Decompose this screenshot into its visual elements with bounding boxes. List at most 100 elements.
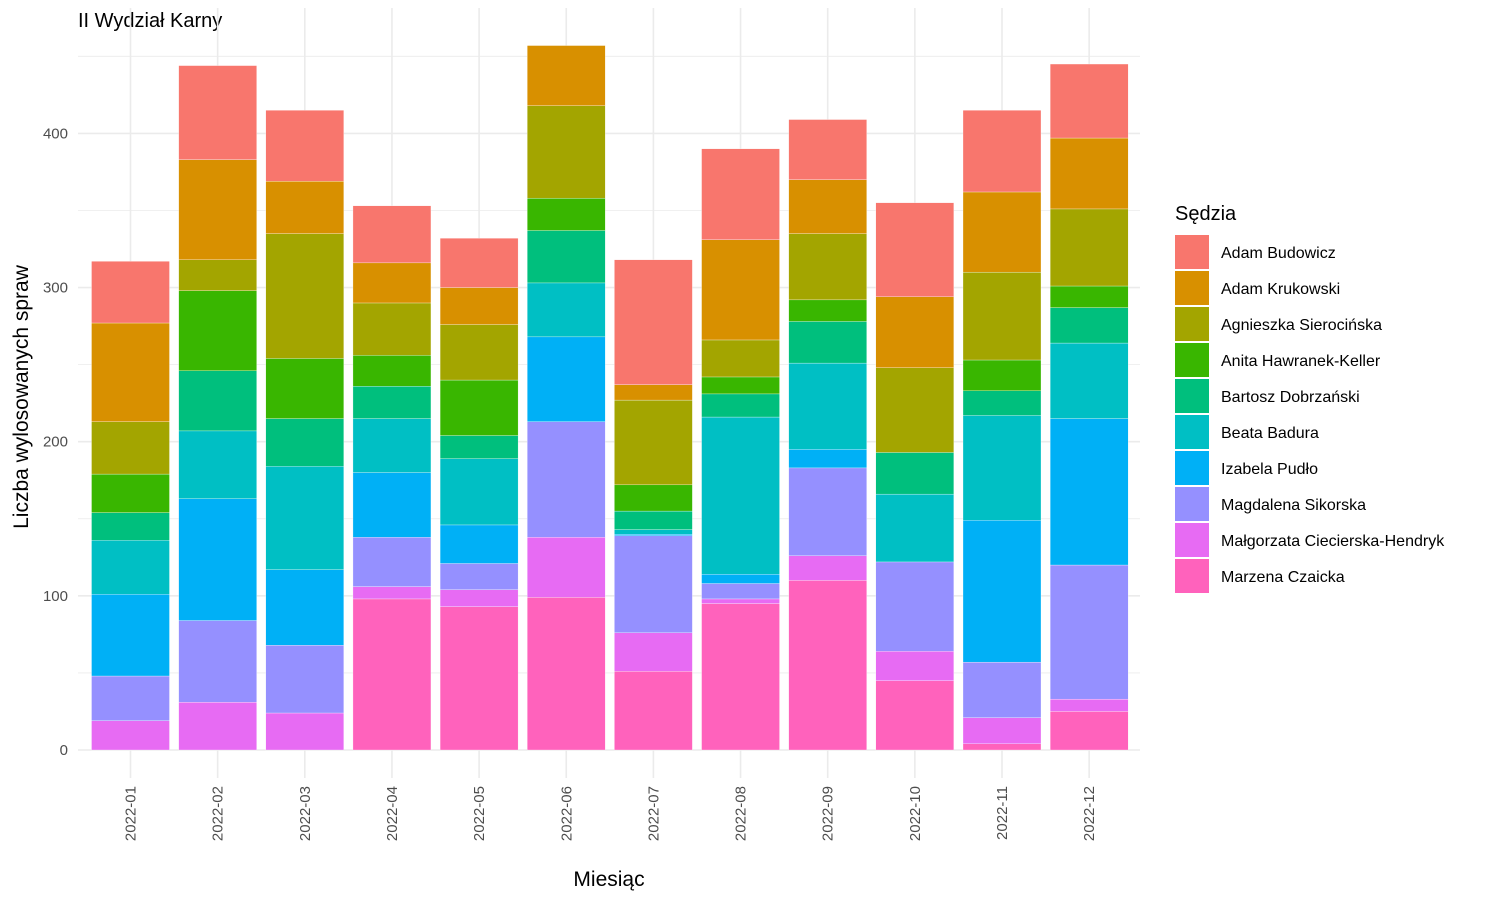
bar-segment: [962, 191, 1042, 273]
bar-segment: [788, 555, 867, 581]
legend-item: Agnieszka Sierocińska: [1175, 307, 1382, 341]
bar-segment: [439, 589, 519, 607]
bar-segment: [178, 65, 257, 160]
bar-segment: [1050, 307, 1129, 344]
bar-segment: [1050, 711, 1129, 751]
bar-segment: [178, 498, 257, 621]
bar-segment: [614, 534, 693, 536]
bar-segment: [788, 580, 867, 751]
bar-segment: [962, 520, 1042, 663]
legend-swatch: [1175, 415, 1209, 449]
legend-label: Marzena Czaicka: [1221, 569, 1345, 586]
bar-segment: [352, 302, 432, 356]
legend-item: Anita Hawranek-Keller: [1175, 343, 1381, 377]
bar-segment: [701, 239, 780, 341]
bar-segment: [91, 322, 170, 422]
bar-segment: [962, 661, 1042, 718]
legend-label: Beata Badura: [1221, 425, 1319, 442]
legend-item: Adam Krukowski: [1175, 271, 1340, 305]
bar-segment: [527, 105, 606, 199]
bar-segment: [91, 473, 170, 513]
legend-label: Adam Krukowski: [1221, 281, 1340, 298]
bar-segment: [962, 390, 1042, 416]
bar-segment: [614, 484, 693, 512]
bar-segment: [875, 561, 954, 652]
bar-segment: [614, 510, 693, 530]
bar-segment: [527, 336, 606, 422]
bar-segment: [701, 416, 780, 575]
bar-segment: [91, 512, 170, 541]
bar-segment: [439, 524, 519, 564]
bar-segment: [439, 458, 519, 526]
y-tick-label: 100: [43, 588, 68, 605]
bar-segment: [701, 339, 780, 378]
legend-label: Adam Budowicz: [1221, 245, 1336, 262]
bar-segment: [701, 393, 780, 418]
x-tick-label: 2022-04: [384, 786, 401, 841]
bar-segment: [701, 148, 780, 240]
legend-title: Sędzia: [1175, 203, 1237, 225]
legend-swatch: [1175, 451, 1209, 485]
x-axis-title: Miesiąc: [573, 868, 644, 891]
bar-segment: [875, 367, 954, 453]
legend-swatch: [1175, 307, 1209, 341]
bar-segment: [91, 594, 170, 677]
bar-segment: [178, 702, 257, 751]
bar-segment: [178, 430, 257, 499]
bar-segment: [265, 110, 344, 182]
bar-segment: [178, 370, 257, 432]
bar-segment: [614, 384, 693, 401]
bar-segment: [875, 202, 954, 297]
bar-segment: [788, 449, 867, 469]
bar-segment: [962, 359, 1042, 391]
legend-label: Anita Hawranek-Keller: [1221, 353, 1381, 370]
bar-stack-2022-02: [178, 65, 257, 751]
bar-segment: [788, 233, 867, 301]
legend-item: Adam Budowicz: [1175, 235, 1336, 269]
bar-segment: [527, 45, 606, 106]
bar-segment: [701, 598, 780, 604]
legend-swatch: [1175, 559, 1209, 593]
x-tick-label: 2022-12: [1081, 786, 1098, 841]
bar-segment: [875, 651, 954, 681]
legend-item: Izabela Pudło: [1175, 451, 1318, 485]
bar-segment: [701, 583, 780, 600]
bar-segment: [614, 529, 693, 535]
y-tick-label: 0: [60, 742, 68, 759]
legend-item: Marzena Czaicka: [1175, 559, 1345, 593]
bar-segment: [962, 415, 1042, 521]
bar-segment: [527, 421, 606, 538]
legend-item: Magdalena Sikorska: [1175, 487, 1366, 521]
bar-segment: [1050, 208, 1129, 287]
bar-segment: [788, 179, 867, 234]
legend-label: Agnieszka Sierocińska: [1221, 317, 1382, 334]
bar-stack-2022-01: [91, 261, 170, 751]
legend-label: Magdalena Sikorska: [1221, 497, 1366, 514]
bar-segment: [614, 535, 693, 633]
bar-segment: [614, 399, 693, 486]
bar-segment: [962, 743, 1042, 751]
y-tick-label: 200: [43, 434, 68, 451]
bar-segment: [875, 493, 954, 563]
bar-segment: [1050, 285, 1129, 308]
y-axis-title: Liczba wylosowanych spraw: [10, 264, 33, 529]
bar-segment: [701, 376, 780, 395]
bar-segment: [91, 421, 170, 475]
bar-stack-2022-10: [875, 202, 954, 751]
x-tick-label: 2022-08: [733, 786, 750, 841]
bar-segment: [527, 597, 606, 751]
bar-segment: [614, 671, 693, 751]
bar-segment: [788, 299, 867, 322]
bar-segment: [352, 386, 432, 419]
x-tick-label: 2022-05: [471, 786, 488, 841]
bar-segment: [352, 586, 432, 600]
bars: [91, 45, 1129, 751]
x-tick-label: 2022-03: [297, 786, 314, 841]
legend-swatch: [1175, 487, 1209, 521]
x-tick-label: 2022-06: [558, 786, 575, 841]
bar-segment: [875, 452, 954, 495]
x-tick-label: 2022-01: [123, 786, 140, 841]
bar-stack-2022-09: [788, 119, 867, 751]
bar-segment: [439, 435, 519, 459]
legend-label: Bartosz Dobrzański: [1221, 389, 1360, 406]
